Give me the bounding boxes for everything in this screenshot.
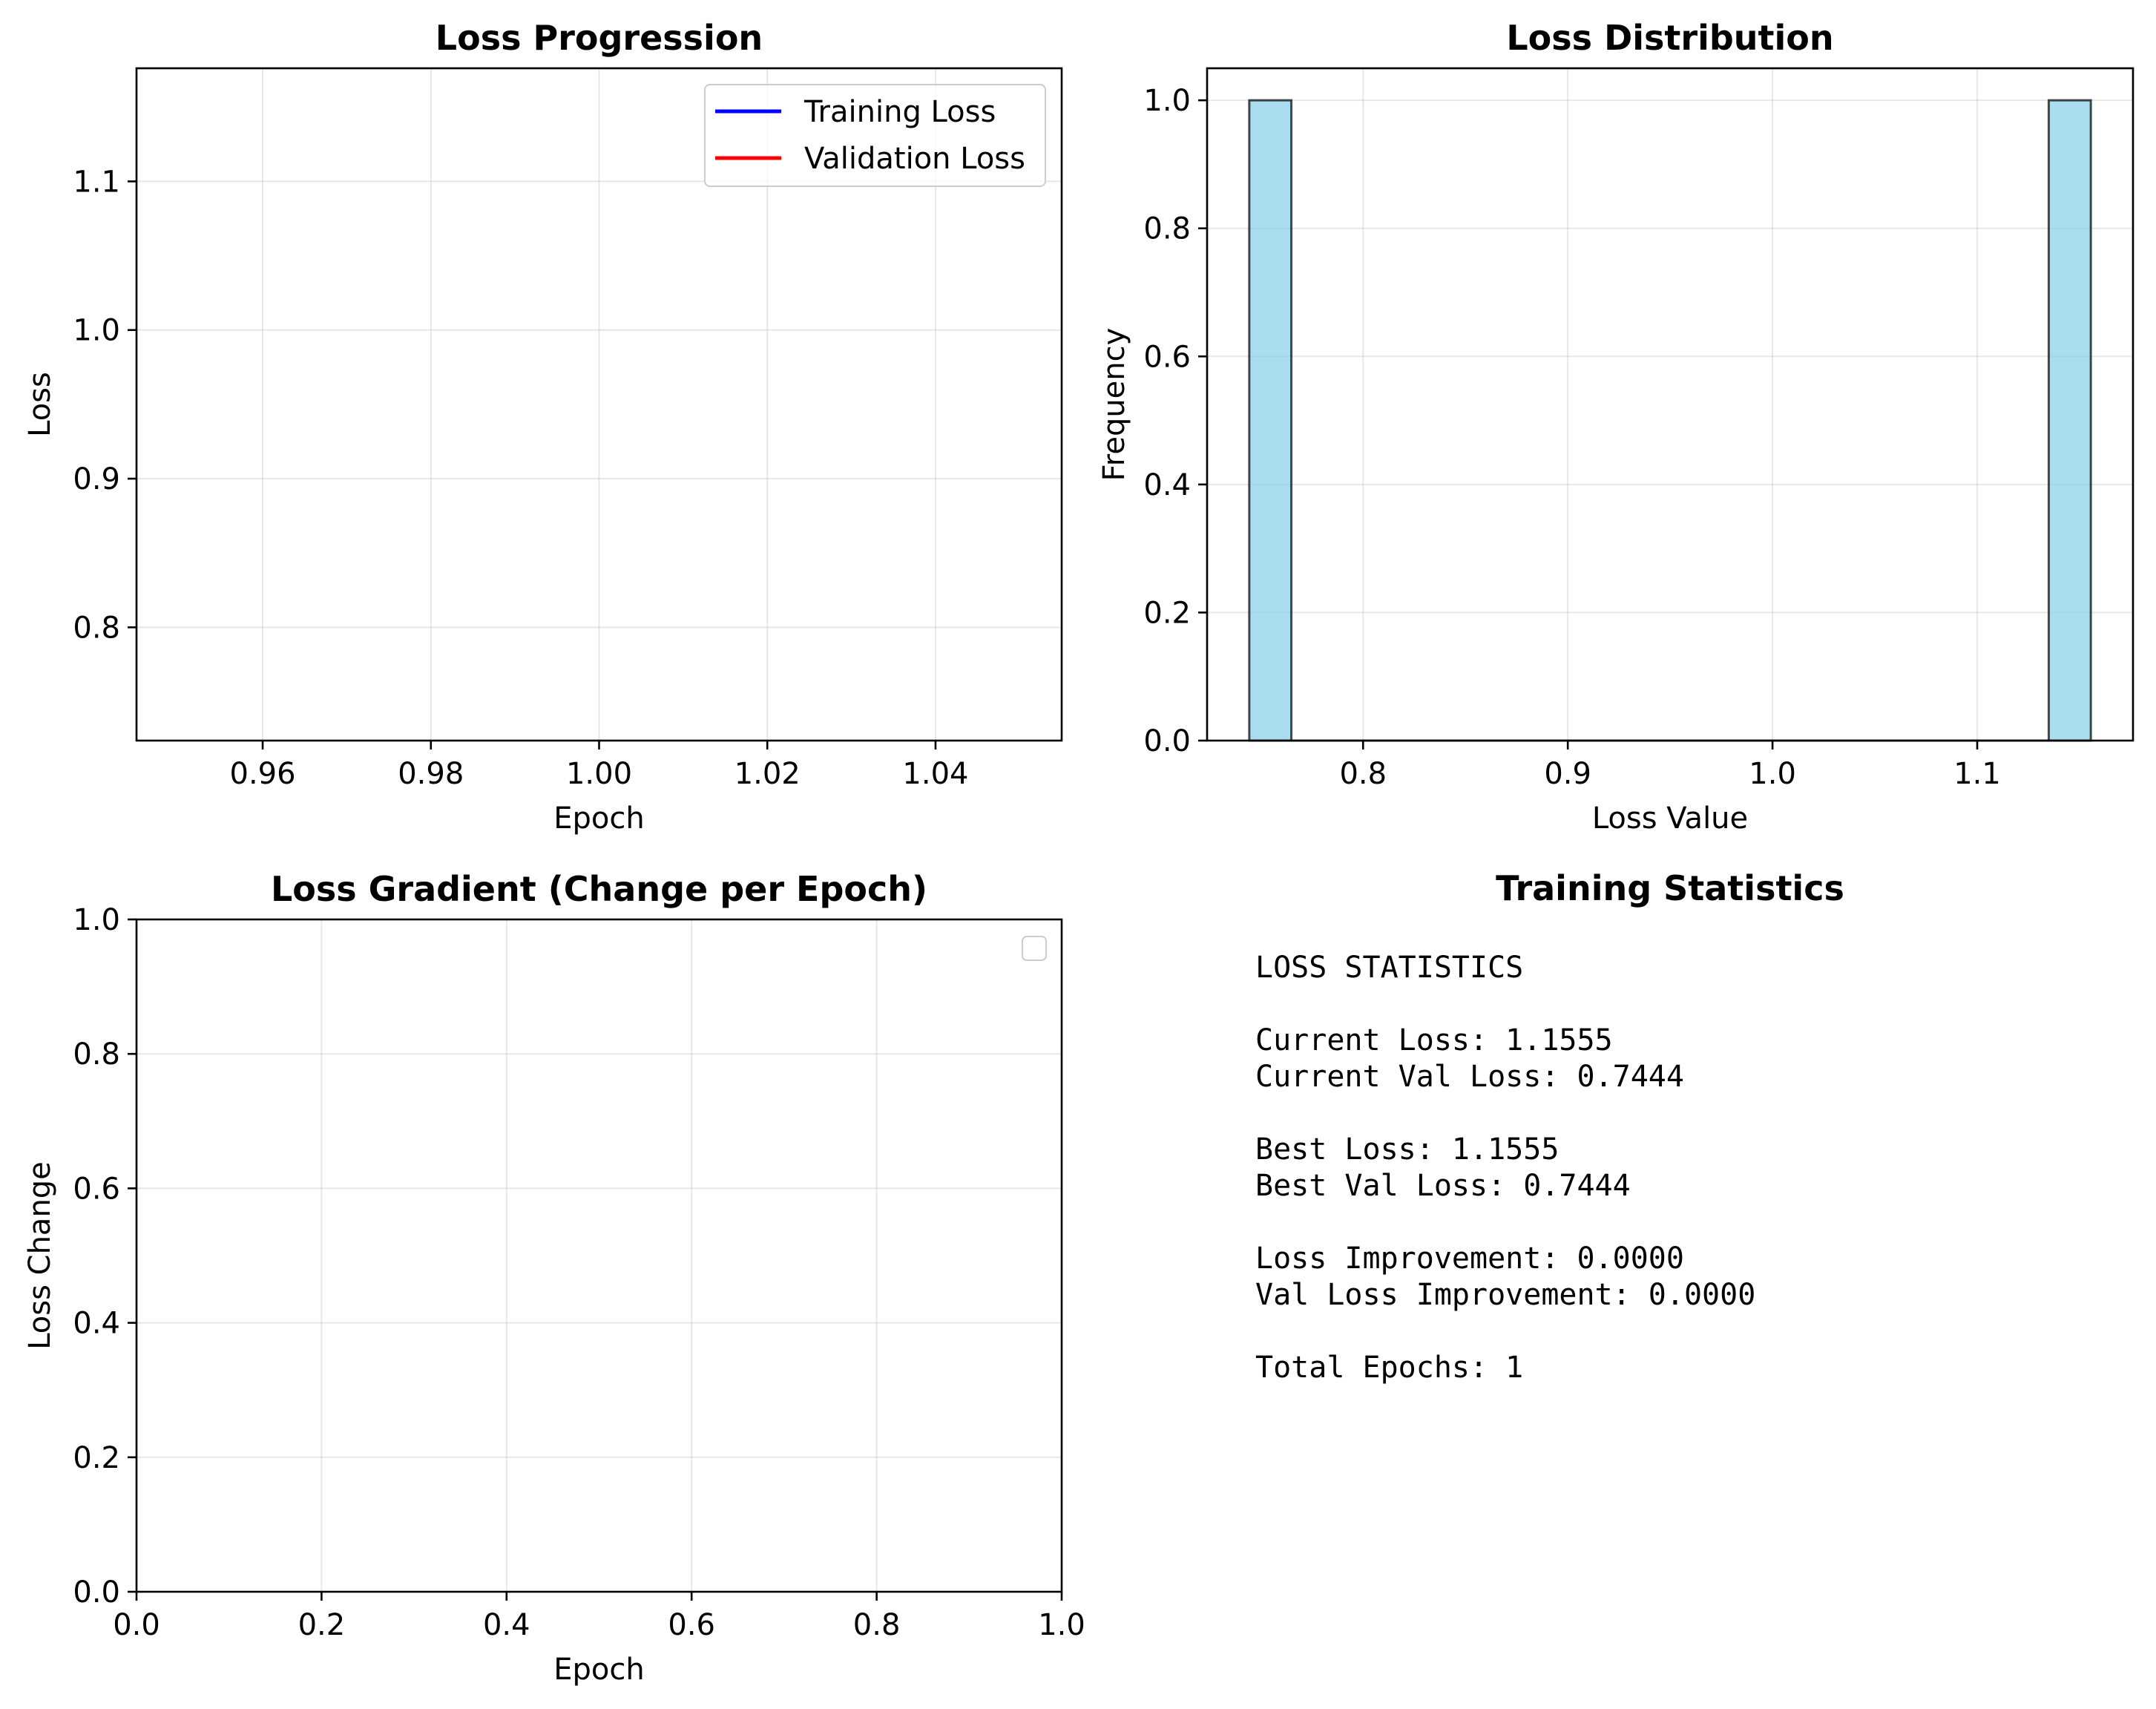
y-tick-label: 0.8: [73, 611, 120, 645]
legend: Training Loss Validation Loss: [704, 84, 1046, 187]
statistics-line: Loss Improvement: 0.0000: [1255, 1241, 1684, 1276]
training-statistics-panel: Training Statistics LOSS STATISTICS Curren…: [1255, 868, 1844, 1385]
x-tick-label: 0.4: [483, 1608, 530, 1642]
x-tick-label: 1.0: [1038, 1608, 1085, 1642]
y-tick-label: 0.9: [73, 462, 120, 496]
y-tick-label: 0.0: [73, 1575, 120, 1610]
axes-frame: [135, 67, 1063, 742]
x-tick-label: 0.6: [668, 1608, 715, 1642]
statistics-line: Current Loss: 1.1555: [1255, 1023, 1613, 1057]
x-tick-label: 0.0: [113, 1608, 160, 1642]
x-axis-label: Epoch: [553, 1653, 644, 1687]
histogram-bar: [1248, 99, 1293, 742]
chart-title: Loss Distribution: [1506, 18, 1833, 58]
loss-gradient-panel: 0.0 0.2 0.4 0.6 0.8 1.0 0.0 0.2 0.4 0.6 0.8 1.0 Loss…: [23, 869, 1085, 1687]
statistics-line: Total Epochs: 1: [1255, 1351, 1523, 1385]
y-tick-label: 1.0: [73, 314, 120, 348]
y-tick-label: 0.0: [1143, 724, 1191, 758]
statistics-text: LOSS STATISTICS Current Loss: 1.1555 Curre…: [1255, 951, 1755, 1385]
statistics-line: Current Val Loss: 0.7444: [1255, 1060, 1684, 1094]
statistics-line: LOSS STATISTICS: [1255, 951, 1523, 985]
x-tick-label: 0.2: [298, 1608, 346, 1642]
x-tick-label: 0.96: [230, 757, 296, 791]
axes-frame: [1206, 67, 2134, 742]
x-tick-label: 0.8: [1339, 757, 1387, 791]
y-axis-label: Loss: [23, 372, 57, 437]
x-tick-label: 1.1: [1953, 757, 2001, 791]
statistics-line: Val Loss Improvement: 0.0000: [1255, 1278, 1755, 1312]
legend-label: Validation Loss: [804, 142, 1025, 176]
x-axis-label: Epoch: [553, 801, 644, 836]
y-tick-label: 0.2: [1143, 596, 1191, 630]
legend: [1022, 936, 1047, 961]
y-tick-label: 0.2: [73, 1441, 120, 1475]
x-tick-label: 0.8: [853, 1608, 901, 1642]
y-axis-label: Loss Change: [23, 1161, 57, 1350]
y-axis-label: Frequency: [1097, 328, 1131, 482]
y-tick-label: 0.6: [73, 1172, 120, 1206]
statistics-line: Best Val Loss: 0.7444: [1255, 1169, 1631, 1203]
x-tick-label: 1.00: [566, 757, 632, 791]
chart-title: Loss Progression: [436, 18, 763, 58]
loss-progression-panel: 0.96 0.98 1.00 1.02 1.04 0.8 0.9 1.0 1.1 Loss Pro…: [23, 18, 1063, 836]
x-tick-label: 1.04: [902, 757, 968, 791]
y-tick-label: 0.4: [73, 1307, 120, 1341]
loss-distribution-panel: 0.8 0.9 1.0 1.1 0.0 0.2 0.4 0.6 0.8 1.0 Loss Distr…: [1097, 18, 2134, 836]
x-tick-label: 0.9: [1544, 757, 1591, 791]
y-tick-label: 0.8: [1143, 212, 1191, 246]
x-tick-label: 1.0: [1749, 757, 1796, 791]
legend-label: Training Loss: [803, 95, 996, 129]
x-tick-label: 0.98: [398, 757, 464, 791]
axes-frame: [135, 918, 1063, 1593]
y-tick-label: 0.4: [1143, 468, 1191, 502]
y-tick-label: 1.1: [73, 165, 120, 199]
y-tick-label: 1.0: [1143, 84, 1191, 118]
legend-frame: [704, 84, 1046, 187]
y-tick-label: 0.8: [73, 1037, 120, 1072]
y-tick-label: 0.6: [1143, 340, 1191, 374]
chart-title: Loss Gradient (Change per Epoch): [271, 869, 927, 909]
chart-title: Training Statistics: [1496, 868, 1844, 908]
y-tick-label: 1.0: [73, 903, 120, 937]
histogram-bar: [2047, 99, 2092, 742]
x-axis-label: Loss Value: [1592, 801, 1748, 836]
statistics-line: Best Loss: 1.1555: [1255, 1132, 1559, 1167]
x-tick-label: 1.02: [734, 757, 801, 791]
